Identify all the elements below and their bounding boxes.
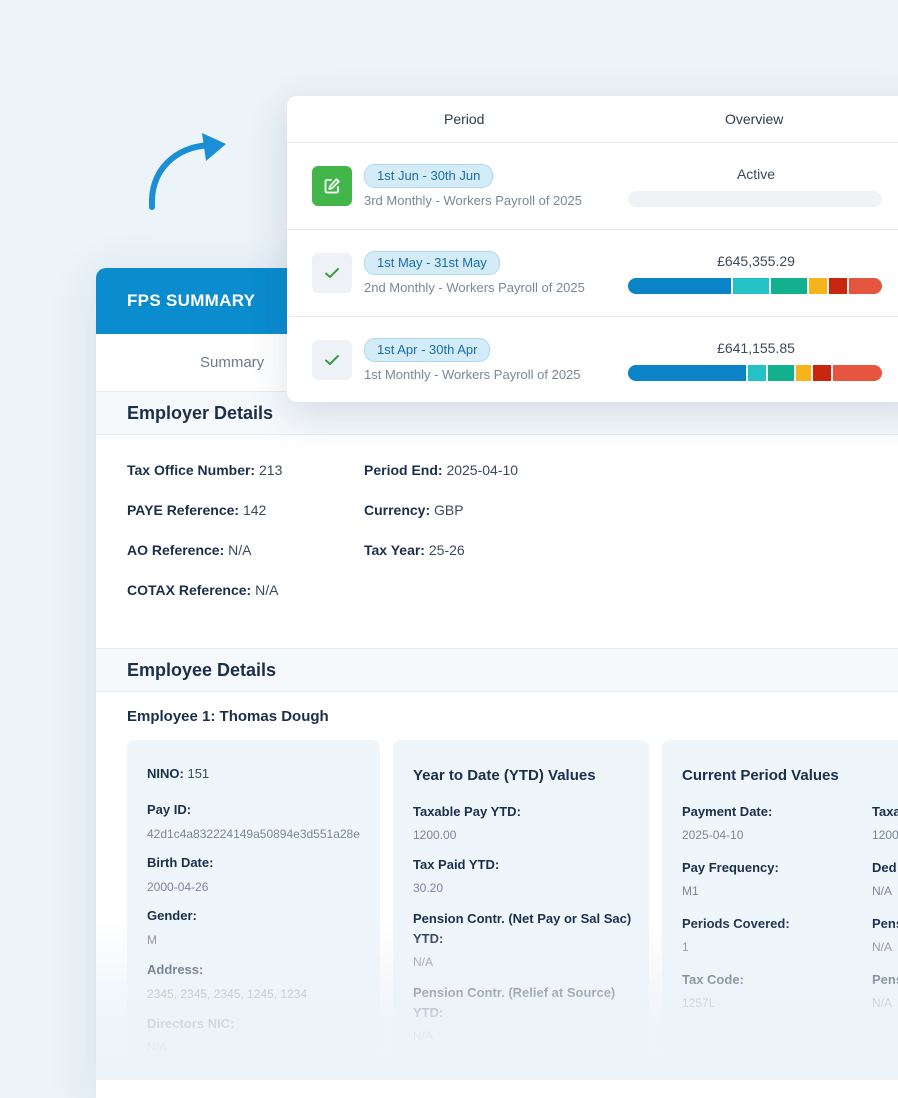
edit-icon[interactable]: [312, 166, 352, 206]
check-icon: [312, 253, 352, 293]
overview-bar-segment: [768, 365, 794, 381]
periods-covered-label: Periods Covered:: [682, 916, 790, 931]
pension-value-2: N/A: [872, 996, 893, 1010]
directors-nic-label: Directors NIC:: [147, 1016, 235, 1031]
employee-details-heading: Employee Details: [96, 648, 898, 692]
ao-reference: AO Reference: N/A: [127, 542, 252, 558]
overview-bar-segment: [732, 278, 769, 294]
pension-relief-label: Pension Contr. (Relief at Source): [413, 985, 616, 1000]
pension-label-2: Pens: [872, 972, 898, 987]
tax-office-number: Tax Office Number: 213: [127, 462, 283, 478]
period-total: £641,155.85: [717, 340, 795, 356]
tab-summary[interactable]: Summary: [200, 354, 265, 371]
fps-summary-title: FPS SUMMARY: [127, 291, 256, 310]
personal-details-panel: NINO: 151 Pay ID: 42d1c4a832224149a50894…: [127, 740, 380, 1080]
overview-bar-segment: [828, 278, 847, 294]
taxable-pay-value: 1200: [872, 828, 898, 842]
curved-arrow-icon: [148, 133, 226, 210]
pay-frequency-label: Pay Frequency:: [682, 860, 779, 875]
period-description: 1st Monthly - Workers Payroll of 2025: [364, 367, 581, 382]
birth-date-value: 2000-04-26: [147, 880, 209, 894]
pension-relief-label-ytd: YTD:: [413, 1005, 444, 1020]
address-label: Address:: [147, 962, 204, 977]
gender-value: M: [147, 933, 157, 947]
period-description: 3rd Monthly - Workers Payroll of 2025: [364, 193, 582, 208]
overview-bar-segment: [813, 365, 832, 381]
pension-relief-value: N/A: [413, 1029, 434, 1043]
pension-net-pay-label-ytd: YTD:: [413, 931, 444, 946]
overview-bar-segment: [848, 278, 882, 294]
tax-code-value: 1257L: [682, 996, 716, 1010]
period-end: Period End: 2025-04-10: [364, 462, 519, 478]
overview-bar-segment: [795, 365, 812, 381]
taxable-pay-ytd-value: 1200.00: [413, 828, 457, 842]
pension-net-pay-value: N/A: [413, 955, 434, 969]
birth-date-label: Birth Date:: [147, 855, 214, 870]
period-row[interactable]: 1st Jun - 30th Jun 3rd Monthly - Workers…: [287, 142, 898, 230]
pension-label-1: Pens: [872, 916, 898, 931]
address-value: 2345, 2345, 2345, 1245, 1234: [147, 987, 308, 1001]
period-table-header: Period Overview: [287, 96, 898, 143]
overview-bar-segment: [833, 365, 882, 381]
cotax-reference: COTAX Reference: N/A: [127, 582, 279, 598]
ytd-values-panel: Year to Date (YTD) Values Taxable Pay YT…: [393, 740, 649, 1080]
deductions-label: Ded: [872, 860, 897, 875]
period-status: Active: [736, 166, 776, 182]
check-icon: [312, 340, 352, 380]
tax-year: Tax Year: 25-26: [364, 542, 465, 558]
overview-bar-segment: [748, 365, 767, 381]
period-row[interactable]: 1st Apr - 30th Apr 1st Monthly - Workers…: [287, 316, 898, 402]
ytd-title: Year to Date (YTD) Values: [413, 767, 596, 784]
pay-id-label: Pay ID:: [147, 802, 192, 817]
overview-bar: [628, 278, 882, 294]
payment-date-value: 2025-04-10: [682, 828, 744, 842]
pay-id-value: 42d1c4a832224149a50894e3d551a28e: [147, 827, 360, 841]
pension-value-1: N/A: [872, 940, 893, 954]
nino: NINO: 151: [147, 766, 210, 781]
taxable-pay-ytd-label: Taxable Pay YTD:: [413, 804, 521, 819]
period-total: £645,355.29: [717, 253, 795, 269]
period-range-badge: 1st Apr - 30th Apr: [364, 338, 491, 362]
deductions-value: N/A: [872, 884, 893, 898]
taxable-pay-label: Taxa: [872, 804, 898, 819]
overview-column-header: Overview: [725, 111, 784, 127]
overview-bar: [628, 191, 882, 207]
overview-bar-segment: [808, 278, 827, 294]
pay-frequency-value: M1: [682, 884, 699, 898]
gender-label: Gender:: [147, 908, 197, 923]
tax-paid-ytd-value: 30.20: [413, 881, 444, 895]
tax-code-label: Tax Code:: [682, 972, 744, 987]
current-period-title: Current Period Values: [682, 767, 839, 784]
period-description: 2nd Monthly - Workers Payroll of 2025: [364, 280, 585, 295]
overview-bar: [628, 365, 882, 381]
period-row[interactable]: 1st May - 31st May 2nd Monthly - Workers…: [287, 229, 898, 317]
period-overview-card: Period Overview 1st Jun - 30th Jun 3rd M…: [287, 96, 898, 402]
currency: Currency: GBP: [364, 502, 464, 518]
employee-title: Employee 1: Thomas Dough: [127, 708, 329, 725]
payment-date-label: Payment Date:: [682, 804, 773, 819]
period-range-badge: 1st May - 31st May: [364, 251, 500, 275]
overview-bar-segment: [770, 278, 807, 294]
overview-bar-segment: [628, 278, 731, 294]
tax-paid-ytd-label: Tax Paid YTD:: [413, 857, 500, 872]
directors-nic-value: N/A: [147, 1040, 168, 1054]
fps-summary-header: FPS SUMMARY: [96, 268, 288, 334]
period-range-badge: 1st Jun - 30th Jun: [364, 164, 494, 188]
pension-net-pay-label: Pension Contr. (Net Pay or Sal Sac): [413, 911, 632, 926]
paye-reference: PAYE Reference: 142: [127, 502, 267, 518]
period-column-header: Period: [444, 111, 485, 127]
current-period-panel: Current Period Values Payment Date: 2025…: [662, 740, 898, 1080]
overview-bar-segment: [628, 365, 747, 381]
periods-covered-value: 1: [682, 940, 689, 954]
